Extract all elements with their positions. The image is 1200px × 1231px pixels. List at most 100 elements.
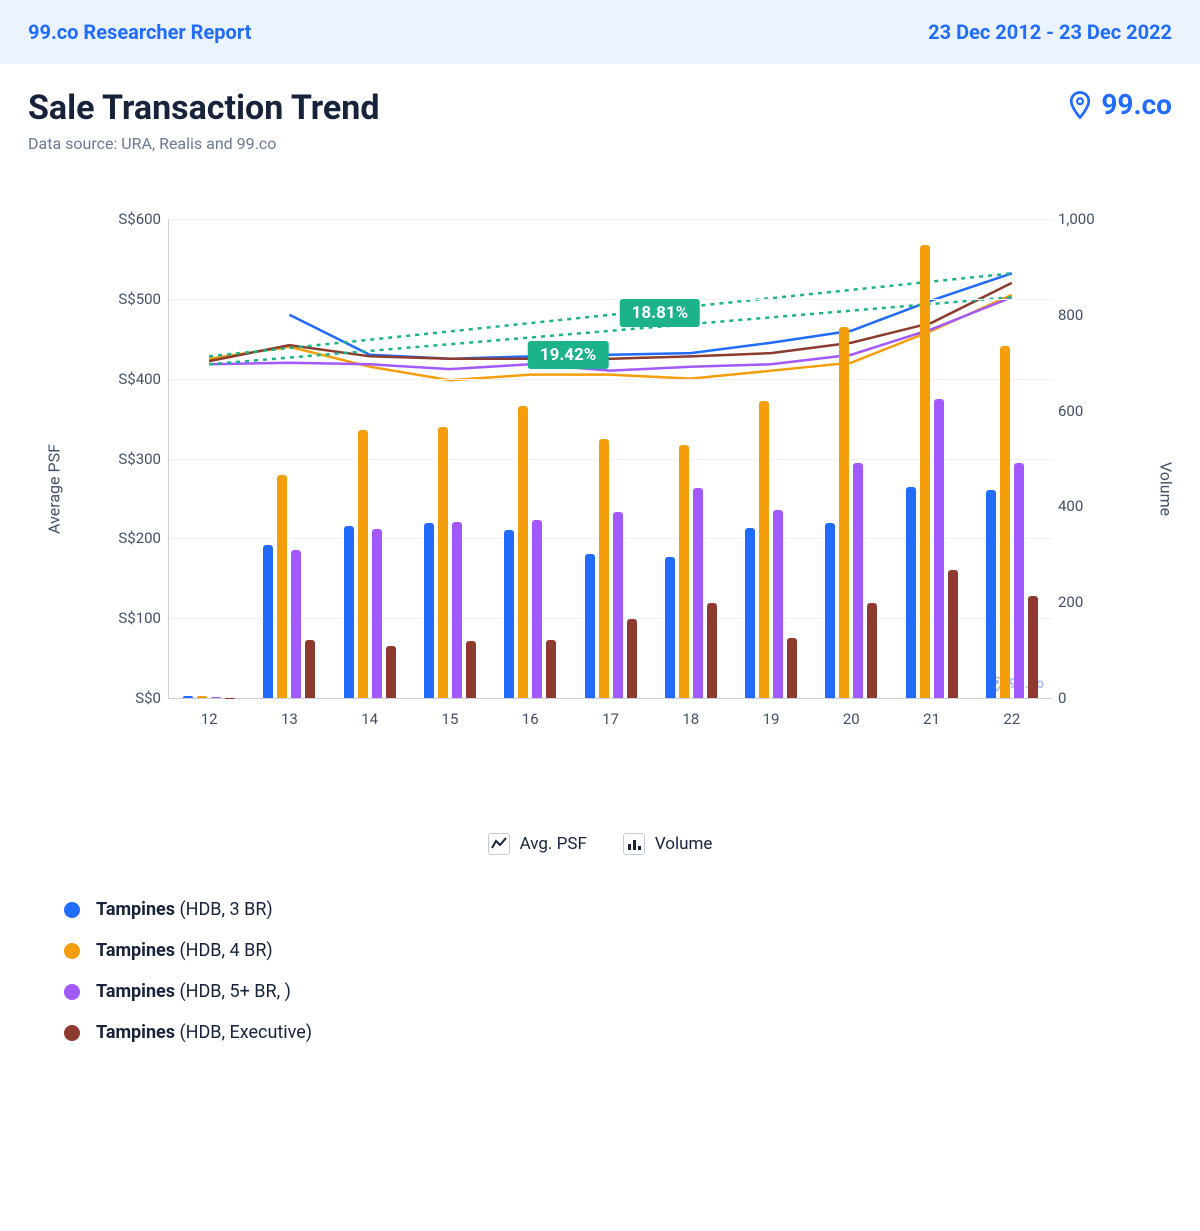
- legend-psf: Avg. PSF: [488, 833, 587, 855]
- y-right-tick: 800: [1058, 306, 1116, 324]
- legend-psf-label: Avg. PSF: [520, 834, 587, 854]
- bar: [291, 550, 301, 698]
- bar: [585, 554, 595, 698]
- bar: [787, 638, 797, 698]
- bar: [853, 463, 863, 698]
- bar: [532, 520, 542, 698]
- legend-dot: [64, 984, 80, 1000]
- title-row: Sale Transaction Trend Data source: URA,…: [28, 88, 1172, 153]
- bar: [934, 399, 944, 698]
- legend-text: Tampines (HDB, Executive): [96, 1022, 312, 1043]
- bar: [867, 603, 877, 698]
- y-left-tick: S$200: [99, 529, 161, 547]
- bar: [693, 488, 703, 698]
- bar: [466, 641, 476, 698]
- legend-volume-label: Volume: [655, 834, 713, 854]
- bar: [344, 526, 354, 698]
- y-left-tick: S$300: [99, 450, 161, 468]
- bar-chart-icon: [623, 833, 645, 855]
- bar: [920, 245, 930, 698]
- brand-name: 99.co: [1101, 88, 1172, 121]
- bar: [358, 430, 368, 698]
- x-tick: 16: [522, 710, 539, 728]
- series-legend: Tampines (HDB, 3 BR) Tampines (HDB, 4 BR)…: [64, 899, 1172, 1043]
- y-right-tick: 1,000: [1058, 210, 1116, 228]
- bar: [665, 557, 675, 698]
- bar: [197, 696, 207, 698]
- legend-item: Tampines (HDB, 3 BR): [64, 899, 1172, 920]
- legend-volume: Volume: [623, 833, 713, 855]
- bar: [305, 640, 315, 698]
- brand-logo: 99.co: [1065, 88, 1172, 121]
- x-tick: 22: [1003, 710, 1020, 728]
- map-pin-icon: [1065, 90, 1095, 120]
- bar: [452, 522, 462, 698]
- bar: [518, 406, 528, 698]
- x-tick: 14: [361, 710, 378, 728]
- y-right-tick: 400: [1058, 497, 1116, 515]
- bar: [839, 327, 849, 698]
- x-tick: 17: [602, 710, 619, 728]
- bar: [599, 439, 609, 698]
- y-left-tick: S$400: [99, 370, 161, 388]
- y-right-tick: 200: [1058, 593, 1116, 611]
- y-left-tick: S$0: [99, 689, 161, 707]
- plot: 99.co S$0S$100S$200S$300S$400S$500S$6000…: [168, 219, 1052, 699]
- bar: [707, 603, 717, 698]
- x-tick: 19: [763, 710, 780, 728]
- page-title: Sale Transaction Trend: [28, 88, 379, 128]
- x-tick: 20: [843, 710, 860, 728]
- bar: [1014, 463, 1024, 698]
- bar: [372, 529, 382, 698]
- legend-text: Tampines (HDB, 3 BR): [96, 899, 273, 920]
- line-chart-icon: [488, 833, 510, 855]
- y-right-tick: 600: [1058, 402, 1116, 420]
- series-line: [209, 283, 1012, 361]
- bar: [386, 646, 396, 698]
- bar: [906, 487, 916, 698]
- bar: [277, 475, 287, 698]
- trend-callout: 18.81%: [620, 299, 701, 327]
- x-tick: 12: [201, 710, 218, 728]
- bar: [759, 401, 769, 698]
- banner-right: 23 Dec 2012 - 23 Dec 2022: [928, 20, 1172, 44]
- legend-dot: [64, 943, 80, 959]
- legend-text: Tampines (HDB, 5+ BR, ): [96, 981, 291, 1002]
- bar: [745, 528, 755, 698]
- content: Sale Transaction Trend Data source: URA,…: [0, 64, 1200, 1103]
- grid-line: [169, 219, 1052, 220]
- legend-dot: [64, 1025, 80, 1041]
- bar: [1000, 346, 1010, 698]
- bar: [613, 512, 623, 698]
- legend-item: Tampines (HDB, 5+ BR, ): [64, 981, 1172, 1002]
- bar: [948, 570, 958, 698]
- bar: [211, 697, 221, 698]
- y-right-label: Volume: [1157, 462, 1176, 516]
- bar: [679, 445, 689, 698]
- subtitle: Data source: URA, Realis and 99.co: [28, 134, 379, 153]
- banner-left: 99.co Researcher Report: [28, 20, 251, 44]
- chart-area: Average PSF Volume 99.co S$0S$100S$200S$…: [98, 219, 1122, 759]
- bar: [438, 427, 448, 698]
- trend-callout: 19.42%: [528, 341, 609, 369]
- legend-item: Tampines (HDB, 4 BR): [64, 940, 1172, 961]
- bar: [825, 523, 835, 698]
- bar: [1028, 596, 1038, 698]
- bar: [986, 490, 996, 698]
- legend-text: Tampines (HDB, 4 BR): [96, 940, 273, 961]
- bar: [263, 545, 273, 698]
- bar: [773, 510, 783, 698]
- bar: [546, 640, 556, 698]
- y-right-tick: 0: [1058, 689, 1116, 707]
- top-banner: 99.co Researcher Report 23 Dec 2012 - 23…: [0, 0, 1200, 64]
- chart-type-legend: Avg. PSF Volume: [28, 833, 1172, 855]
- y-left-label: Average PSF: [45, 444, 64, 534]
- bar: [504, 530, 514, 698]
- y-left-tick: S$500: [99, 290, 161, 308]
- x-tick: 18: [682, 710, 699, 728]
- x-tick: 13: [281, 710, 298, 728]
- x-tick: 15: [442, 710, 459, 728]
- x-tick: 21: [923, 710, 940, 728]
- legend-item: Tampines (HDB, Executive): [64, 1022, 1172, 1043]
- bar: [183, 696, 193, 698]
